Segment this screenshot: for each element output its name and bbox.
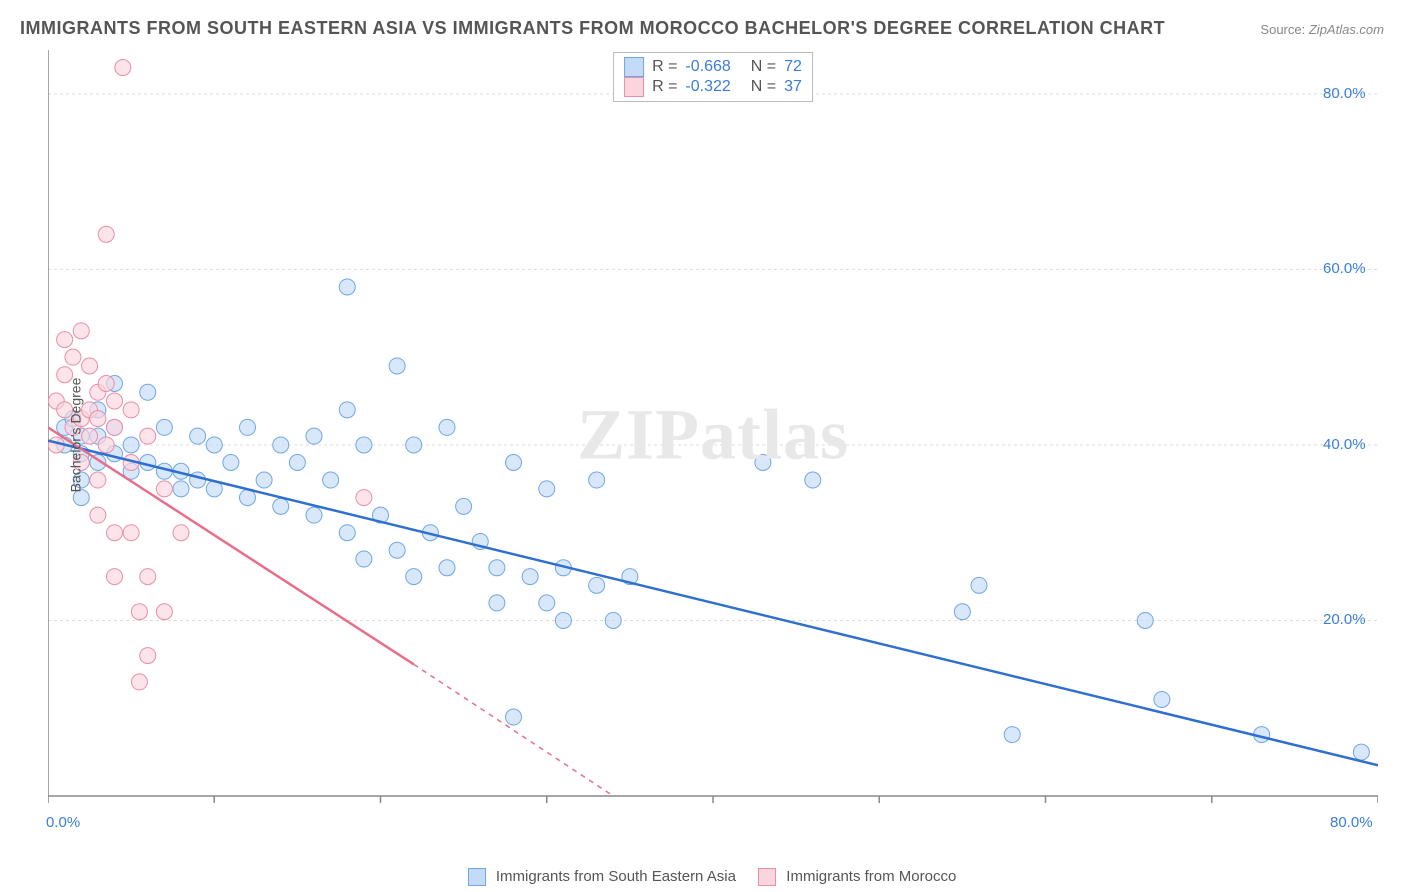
n-label: N =	[751, 78, 776, 96]
stats-row-sea: R = -0.668 N = 72	[624, 57, 802, 77]
r-value-mor: -0.322	[685, 78, 730, 96]
stats-row-mor: R = -0.322 N = 37	[624, 77, 802, 97]
r-value-sea: -0.668	[685, 58, 730, 76]
legend-label-mor: Immigrants from Morocco	[786, 868, 956, 885]
r-label: R =	[652, 58, 677, 76]
chart-container: IMMIGRANTS FROM SOUTH EASTERN ASIA VS IM…	[0, 0, 1406, 892]
source-label: Source:	[1260, 22, 1305, 37]
n-value-sea: 72	[784, 58, 802, 76]
y-axis-label: Bachelor's Degree	[67, 378, 83, 493]
n-label: N =	[751, 58, 776, 76]
stats-legend: R = -0.668 N = 72 R = -0.322 N = 37	[613, 52, 813, 102]
legend-swatch-sea	[468, 868, 486, 886]
source-attribution: Source: ZipAtlas.com	[1260, 22, 1384, 37]
n-value-mor: 37	[784, 78, 802, 96]
plot-area: Bachelor's Degree ZIPatlas R = -0.668 N …	[48, 50, 1378, 820]
bottom-legend: Immigrants from South Eastern Asia Immig…	[0, 868, 1406, 886]
swatch-sea	[624, 57, 644, 77]
legend-swatch-mor	[758, 868, 776, 886]
legend-label-sea: Immigrants from South Eastern Asia	[496, 868, 736, 885]
r-label: R =	[652, 78, 677, 96]
chart-title: IMMIGRANTS FROM SOUTH EASTERN ASIA VS IM…	[20, 18, 1165, 39]
y-tick-label: 80.0%	[1323, 85, 1366, 102]
swatch-mor	[624, 77, 644, 97]
source-value: ZipAtlas.com	[1309, 22, 1384, 37]
x-max-label: 80.0%	[1330, 814, 1373, 831]
y-tick-label: 40.0%	[1323, 436, 1366, 453]
y-tick-label: 60.0%	[1323, 260, 1366, 277]
chart-svg	[48, 50, 1378, 820]
y-tick-label: 20.0%	[1323, 611, 1366, 628]
x-origin-label: 0.0%	[46, 814, 80, 831]
